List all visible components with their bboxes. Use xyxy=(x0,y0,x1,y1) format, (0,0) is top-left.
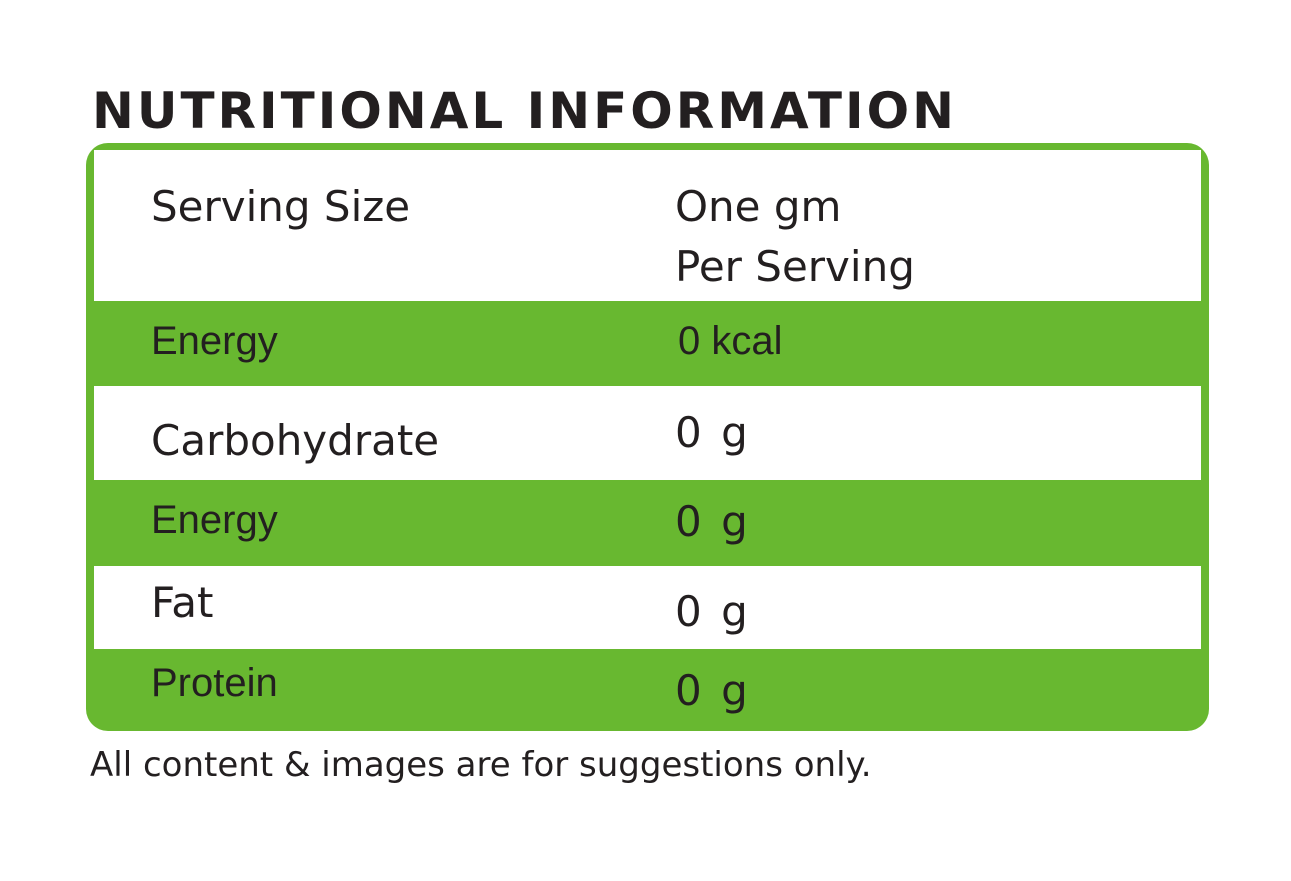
row-value: 0 g xyxy=(675,587,748,636)
row-label: Energy xyxy=(151,498,278,542)
row-label: Energy xyxy=(151,319,278,363)
disclaimer: All content & images are for suggestions… xyxy=(90,745,872,785)
table-row: Fat 0 g xyxy=(94,566,1201,649)
row-value: 0 g xyxy=(675,408,748,457)
row-value: 0 kcal xyxy=(678,319,783,363)
row-label: Carbohydrate xyxy=(151,416,440,465)
serving-size-label: Serving Size xyxy=(151,182,411,231)
page-title: NUTRITIONAL INFORMATION xyxy=(92,82,957,140)
nutrition-table: Serving Size One gm Per Serving Energy 0… xyxy=(86,143,1209,731)
table-row: Energy 0 g xyxy=(94,480,1201,566)
serving-size-value: One gm xyxy=(675,182,842,231)
row-value: 0 g xyxy=(675,666,748,715)
row-value: 0 g xyxy=(675,497,748,546)
row-label: Protein xyxy=(151,661,278,705)
table-row: Protein 0 g xyxy=(94,649,1201,731)
table-row: Carbohydrate 0 g xyxy=(94,386,1201,480)
row-label: Fat xyxy=(151,578,214,627)
serving-size-row: Serving Size One gm Per Serving xyxy=(94,150,1201,301)
table-row: Energy 0 kcal xyxy=(94,301,1201,386)
per-serving-label: Per Serving xyxy=(675,242,915,291)
